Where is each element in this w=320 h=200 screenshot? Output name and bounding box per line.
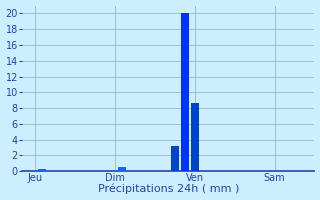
Bar [181, 13, 189, 171]
Bar [118, 167, 126, 171]
Bar [171, 146, 179, 171]
X-axis label: Précipitations 24h ( mm ): Précipitations 24h ( mm ) [98, 184, 239, 194]
Bar [191, 103, 199, 171]
Bar [38, 169, 46, 171]
